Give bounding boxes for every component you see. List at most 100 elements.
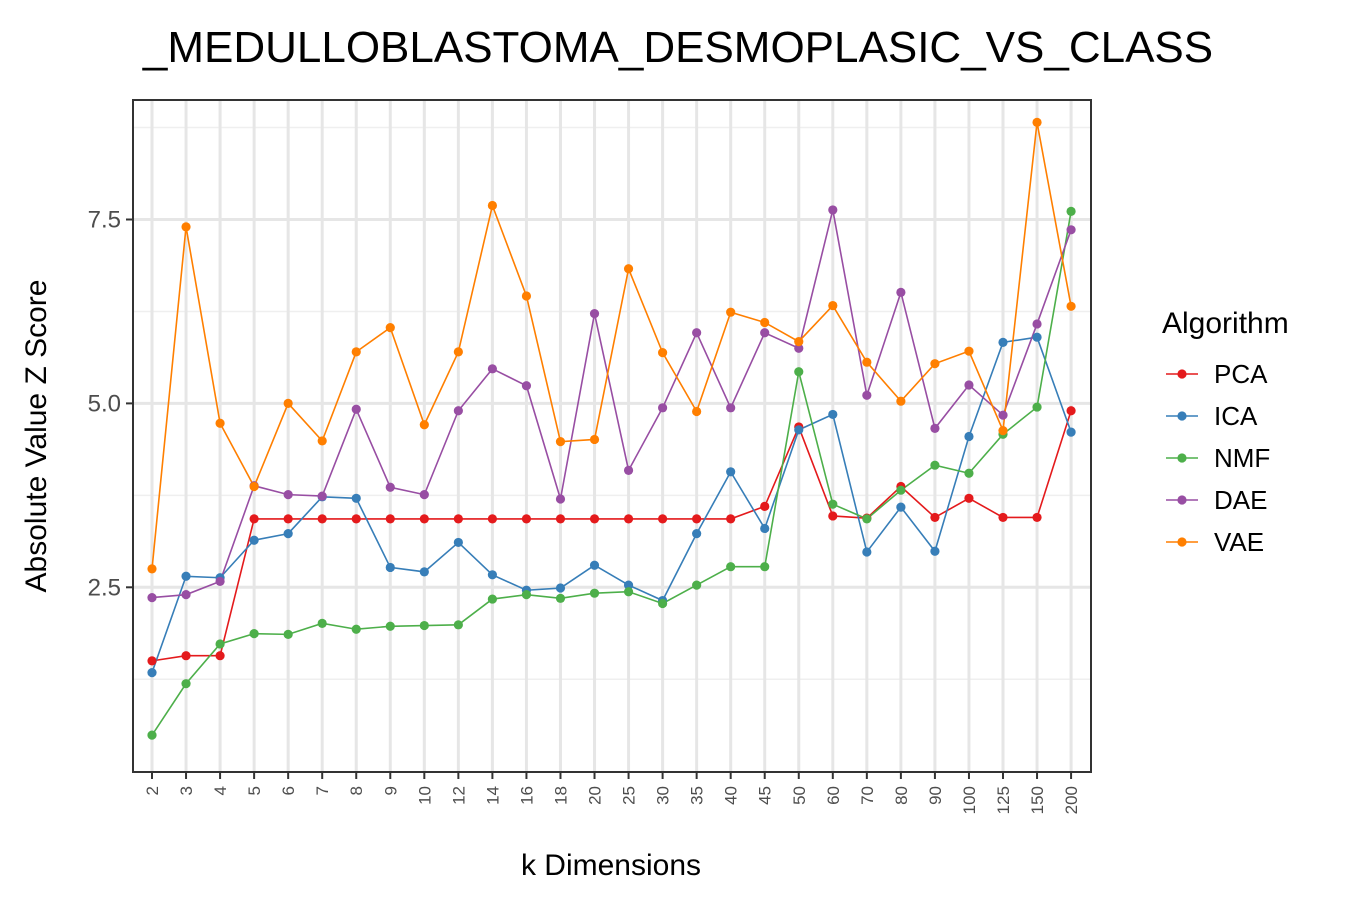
point-dae <box>998 410 1008 420</box>
point-pca <box>351 514 361 524</box>
point-dae <box>181 590 191 600</box>
legend-item-nmf: NMF <box>1166 443 1270 473</box>
point-dae <box>215 576 225 587</box>
point-dae <box>453 406 463 416</box>
point-nmf <box>760 562 770 572</box>
series-line-ica <box>151 336 1072 673</box>
point-ica <box>1032 332 1042 342</box>
point-ica <box>249 535 259 545</box>
point-pca <box>487 514 497 524</box>
point-vae <box>658 348 668 358</box>
point-ica <box>964 431 974 442</box>
legend-key-point <box>1177 537 1187 547</box>
point-dae <box>760 328 770 338</box>
point-vae <box>521 291 532 301</box>
x-axis: 2 3 4 5 6 7 8 9 10 12 14 16 18 20 25 30 35 40 45 50 60 70 80 90… <box>143 772 1081 814</box>
point-pca <box>521 514 532 524</box>
plot-border <box>132 99 1092 773</box>
point-pca <box>589 514 600 524</box>
point-ica <box>794 425 804 435</box>
point-pca <box>419 514 429 524</box>
point-dae <box>317 491 327 501</box>
point-vae <box>419 420 429 430</box>
point-vae <box>487 200 497 211</box>
point-ica <box>692 529 702 539</box>
point-nmf <box>215 639 225 649</box>
x-tick-label: 14 <box>483 786 502 805</box>
point-pca <box>453 514 463 524</box>
point-pca <box>385 514 395 524</box>
legend-item-pca: PCA <box>1166 359 1268 389</box>
point-dae <box>1066 225 1076 235</box>
series-line-vae <box>151 122 1072 569</box>
point-ica <box>726 467 736 477</box>
point-pca <box>692 514 702 524</box>
point-vae <box>249 481 259 492</box>
point-dae <box>147 592 157 603</box>
point-pca <box>828 511 838 521</box>
point-vae <box>283 398 293 408</box>
x-tick-label: 20 <box>586 786 605 805</box>
point-pca <box>215 651 225 661</box>
point-vae <box>589 434 600 445</box>
point-dae <box>555 494 566 504</box>
x-tick-label: 90 <box>926 786 945 805</box>
point-vae <box>964 346 974 356</box>
point-vae <box>317 436 327 446</box>
point-ica <box>589 560 600 570</box>
point-nmf <box>317 618 327 628</box>
x-tick-label: 4 <box>211 786 230 795</box>
point-nmf <box>351 624 361 634</box>
series-line-pca <box>151 410 1072 662</box>
point-dae <box>623 465 634 475</box>
point-ica <box>181 571 191 581</box>
point-ica <box>385 562 395 573</box>
point-nmf <box>794 367 804 377</box>
y-axis-title: Absolute Value Z Score <box>20 280 53 593</box>
series-layer <box>147 117 1076 740</box>
point-vae <box>623 264 634 274</box>
point-dae <box>521 381 532 391</box>
x-tick-label: 45 <box>756 786 775 805</box>
point-dae <box>419 490 429 500</box>
point-ica <box>760 523 770 534</box>
y-axis: 2.5 5.0 7.5 <box>88 207 133 601</box>
legend-label: ICA <box>1214 401 1258 431</box>
point-ica <box>930 546 940 556</box>
point-ica <box>555 583 566 593</box>
point-pca <box>1032 512 1042 523</box>
point-nmf <box>658 598 668 609</box>
point-ica <box>1066 427 1076 437</box>
x-tick-label: 25 <box>620 786 639 805</box>
point-vae <box>726 307 736 317</box>
point-vae <box>692 406 702 417</box>
point-nmf <box>147 730 157 740</box>
y-tick-label: 5.0 <box>88 390 121 417</box>
legend-item-ica: ICA <box>1166 401 1258 431</box>
point-nmf <box>487 594 497 604</box>
point-pca <box>147 656 157 666</box>
point-dae <box>385 482 395 492</box>
point-vae <box>181 222 191 232</box>
legend-label: PCA <box>1214 359 1268 389</box>
point-nmf <box>419 620 429 631</box>
point-ica <box>862 547 872 557</box>
x-tick-label: 7 <box>313 786 332 795</box>
point-nmf <box>896 485 906 495</box>
point-dae <box>487 364 497 374</box>
x-tick-label: 30 <box>654 786 673 805</box>
x-tick-label: 70 <box>858 786 877 805</box>
point-vae <box>998 426 1008 436</box>
point-nmf <box>964 468 974 478</box>
point-pca <box>283 514 293 524</box>
point-ica <box>623 580 634 590</box>
x-tick-label: 6 <box>279 786 298 795</box>
point-nmf <box>726 562 736 572</box>
point-pca <box>964 493 974 503</box>
x-tick-label: 40 <box>722 786 741 805</box>
x-tick-label: 50 <box>790 786 809 805</box>
point-ica <box>351 493 361 503</box>
point-ica <box>998 337 1008 347</box>
x-tick-label: 3 <box>177 786 196 795</box>
